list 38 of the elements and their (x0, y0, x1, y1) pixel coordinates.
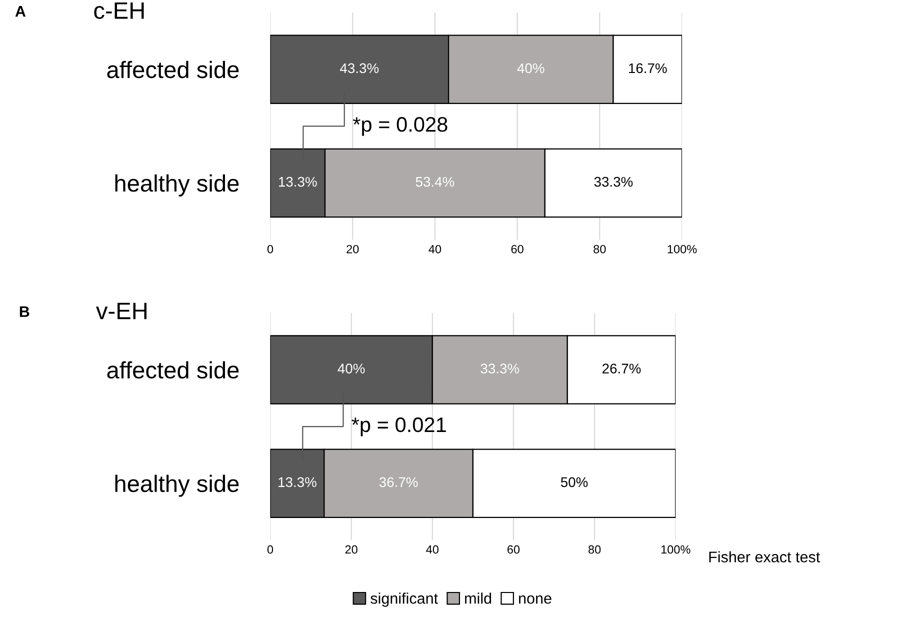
x-tick-label: 40 (428, 244, 442, 254)
x-tick-label: 0 (267, 244, 274, 254)
legend-label: significant (370, 592, 438, 607)
x-tick-label: 80 (594, 244, 606, 254)
y-tick-label: healthy side (115, 174, 239, 196)
legend-label: mild (465, 592, 492, 604)
data-label: 33.3% (594, 176, 633, 187)
y-tick-label: healthy side (115, 474, 239, 497)
chart-title: c-EH (94, 2, 144, 19)
x-tick-label: 100% (661, 545, 690, 554)
data-label: 16.7% (629, 63, 667, 74)
text: B (20, 306, 30, 317)
y-tick-label: affected side (107, 361, 239, 379)
data-label: 43.3% (340, 63, 379, 74)
x-tick-label: 40 (426, 545, 438, 554)
text: Fisher exact test (709, 551, 820, 562)
legend-label: none (519, 595, 552, 604)
annotation: *p = 0.021 (352, 417, 446, 436)
x-tick-label: 60 (508, 545, 520, 554)
x-tick-label: 20 (345, 545, 358, 554)
data-label: 26.7% (602, 364, 641, 374)
data-label: 33.3% (480, 364, 520, 374)
data-label: 40% (517, 63, 544, 74)
x-tick-label: 100% (668, 244, 697, 254)
text: A (15, 6, 26, 17)
annotation: *p = 0.028 (352, 117, 448, 136)
x-tick-label: 80 (588, 545, 601, 554)
data-label: 50% (560, 477, 588, 488)
chart-title: v-EH (96, 302, 146, 320)
x-tick-label: 0 (267, 545, 274, 554)
x-tick-label: 60 (511, 244, 524, 254)
x-tick-label: 20 (346, 244, 359, 254)
y-tick-label: affected side (107, 60, 239, 78)
data-label: 13.3% (279, 176, 317, 187)
data-label: 53.4% (416, 176, 454, 187)
data-label: 40% (338, 364, 365, 374)
data-label: 36.7% (379, 477, 418, 488)
data-label: 13.3% (278, 477, 316, 488)
